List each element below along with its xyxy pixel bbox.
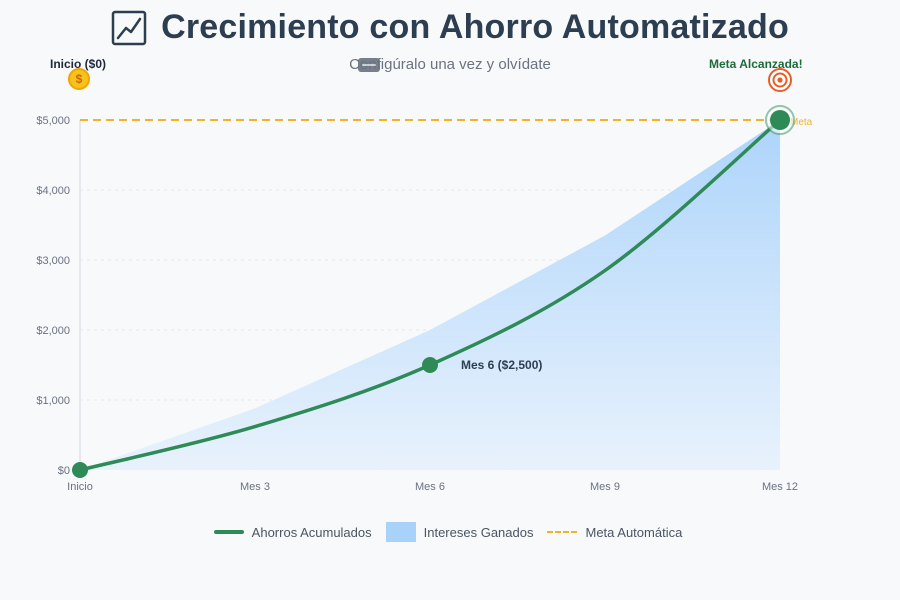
goal-line-label: Meta [790, 117, 813, 128]
y-tick-label: $3,000 [36, 255, 70, 267]
start-label: Inicio ($0) [50, 57, 107, 71]
x-tick-label: Inicio [67, 481, 93, 493]
legend-label: Ahorros Acumulados [251, 524, 372, 540]
legend-item-interest[interactable]: Intereses Ganados [385, 522, 534, 542]
y-tick-label: $2,000 [36, 325, 70, 337]
legend-dash-swatch [547, 531, 578, 533]
chart-header: Crecimiento con Ahorro Automatizado [0, 8, 900, 47]
goal-reached-label: Meta Alcanzada! [709, 57, 803, 71]
chart-title: Crecimiento con Ahorro Automatizado [161, 8, 789, 46]
legend-line-swatch [213, 530, 244, 534]
data-point [770, 110, 790, 130]
y-tick-label: $5,000 [36, 115, 70, 127]
chart-legend: Ahorros Acumulados Intereses Ganados Met… [0, 522, 900, 542]
chart-subtitle: Configúralo una vez y olvídate [349, 56, 551, 73]
chart-increasing-icon [111, 10, 147, 45]
data-annotation: Mes 6 ($2,500) [461, 358, 542, 372]
legend-area-swatch [385, 522, 416, 542]
toggle-chip-icon[interactable] [358, 58, 380, 72]
data-point [422, 357, 438, 373]
legend-label: Intereses Ganados [423, 524, 534, 540]
legend-item-savings[interactable]: Ahorros Acumulados [213, 524, 372, 540]
legend-label: Meta Automática [585, 524, 683, 540]
x-tick-label: Mes 9 [590, 481, 620, 493]
x-tick-label: Mes 3 [240, 481, 270, 493]
interest-area [80, 120, 780, 470]
x-tick-label: Mes 12 [762, 481, 798, 493]
data-point [72, 462, 88, 478]
x-tick-label: Mes 6 [415, 481, 445, 493]
y-tick-label: $4,000 [36, 185, 70, 197]
y-tick-label: $0 [58, 465, 70, 477]
coin-icon: $ [68, 68, 90, 90]
y-tick-label: $1,000 [36, 395, 70, 407]
target-icon [768, 68, 792, 92]
legend-item-goal[interactable]: Meta Automática [547, 525, 682, 540]
